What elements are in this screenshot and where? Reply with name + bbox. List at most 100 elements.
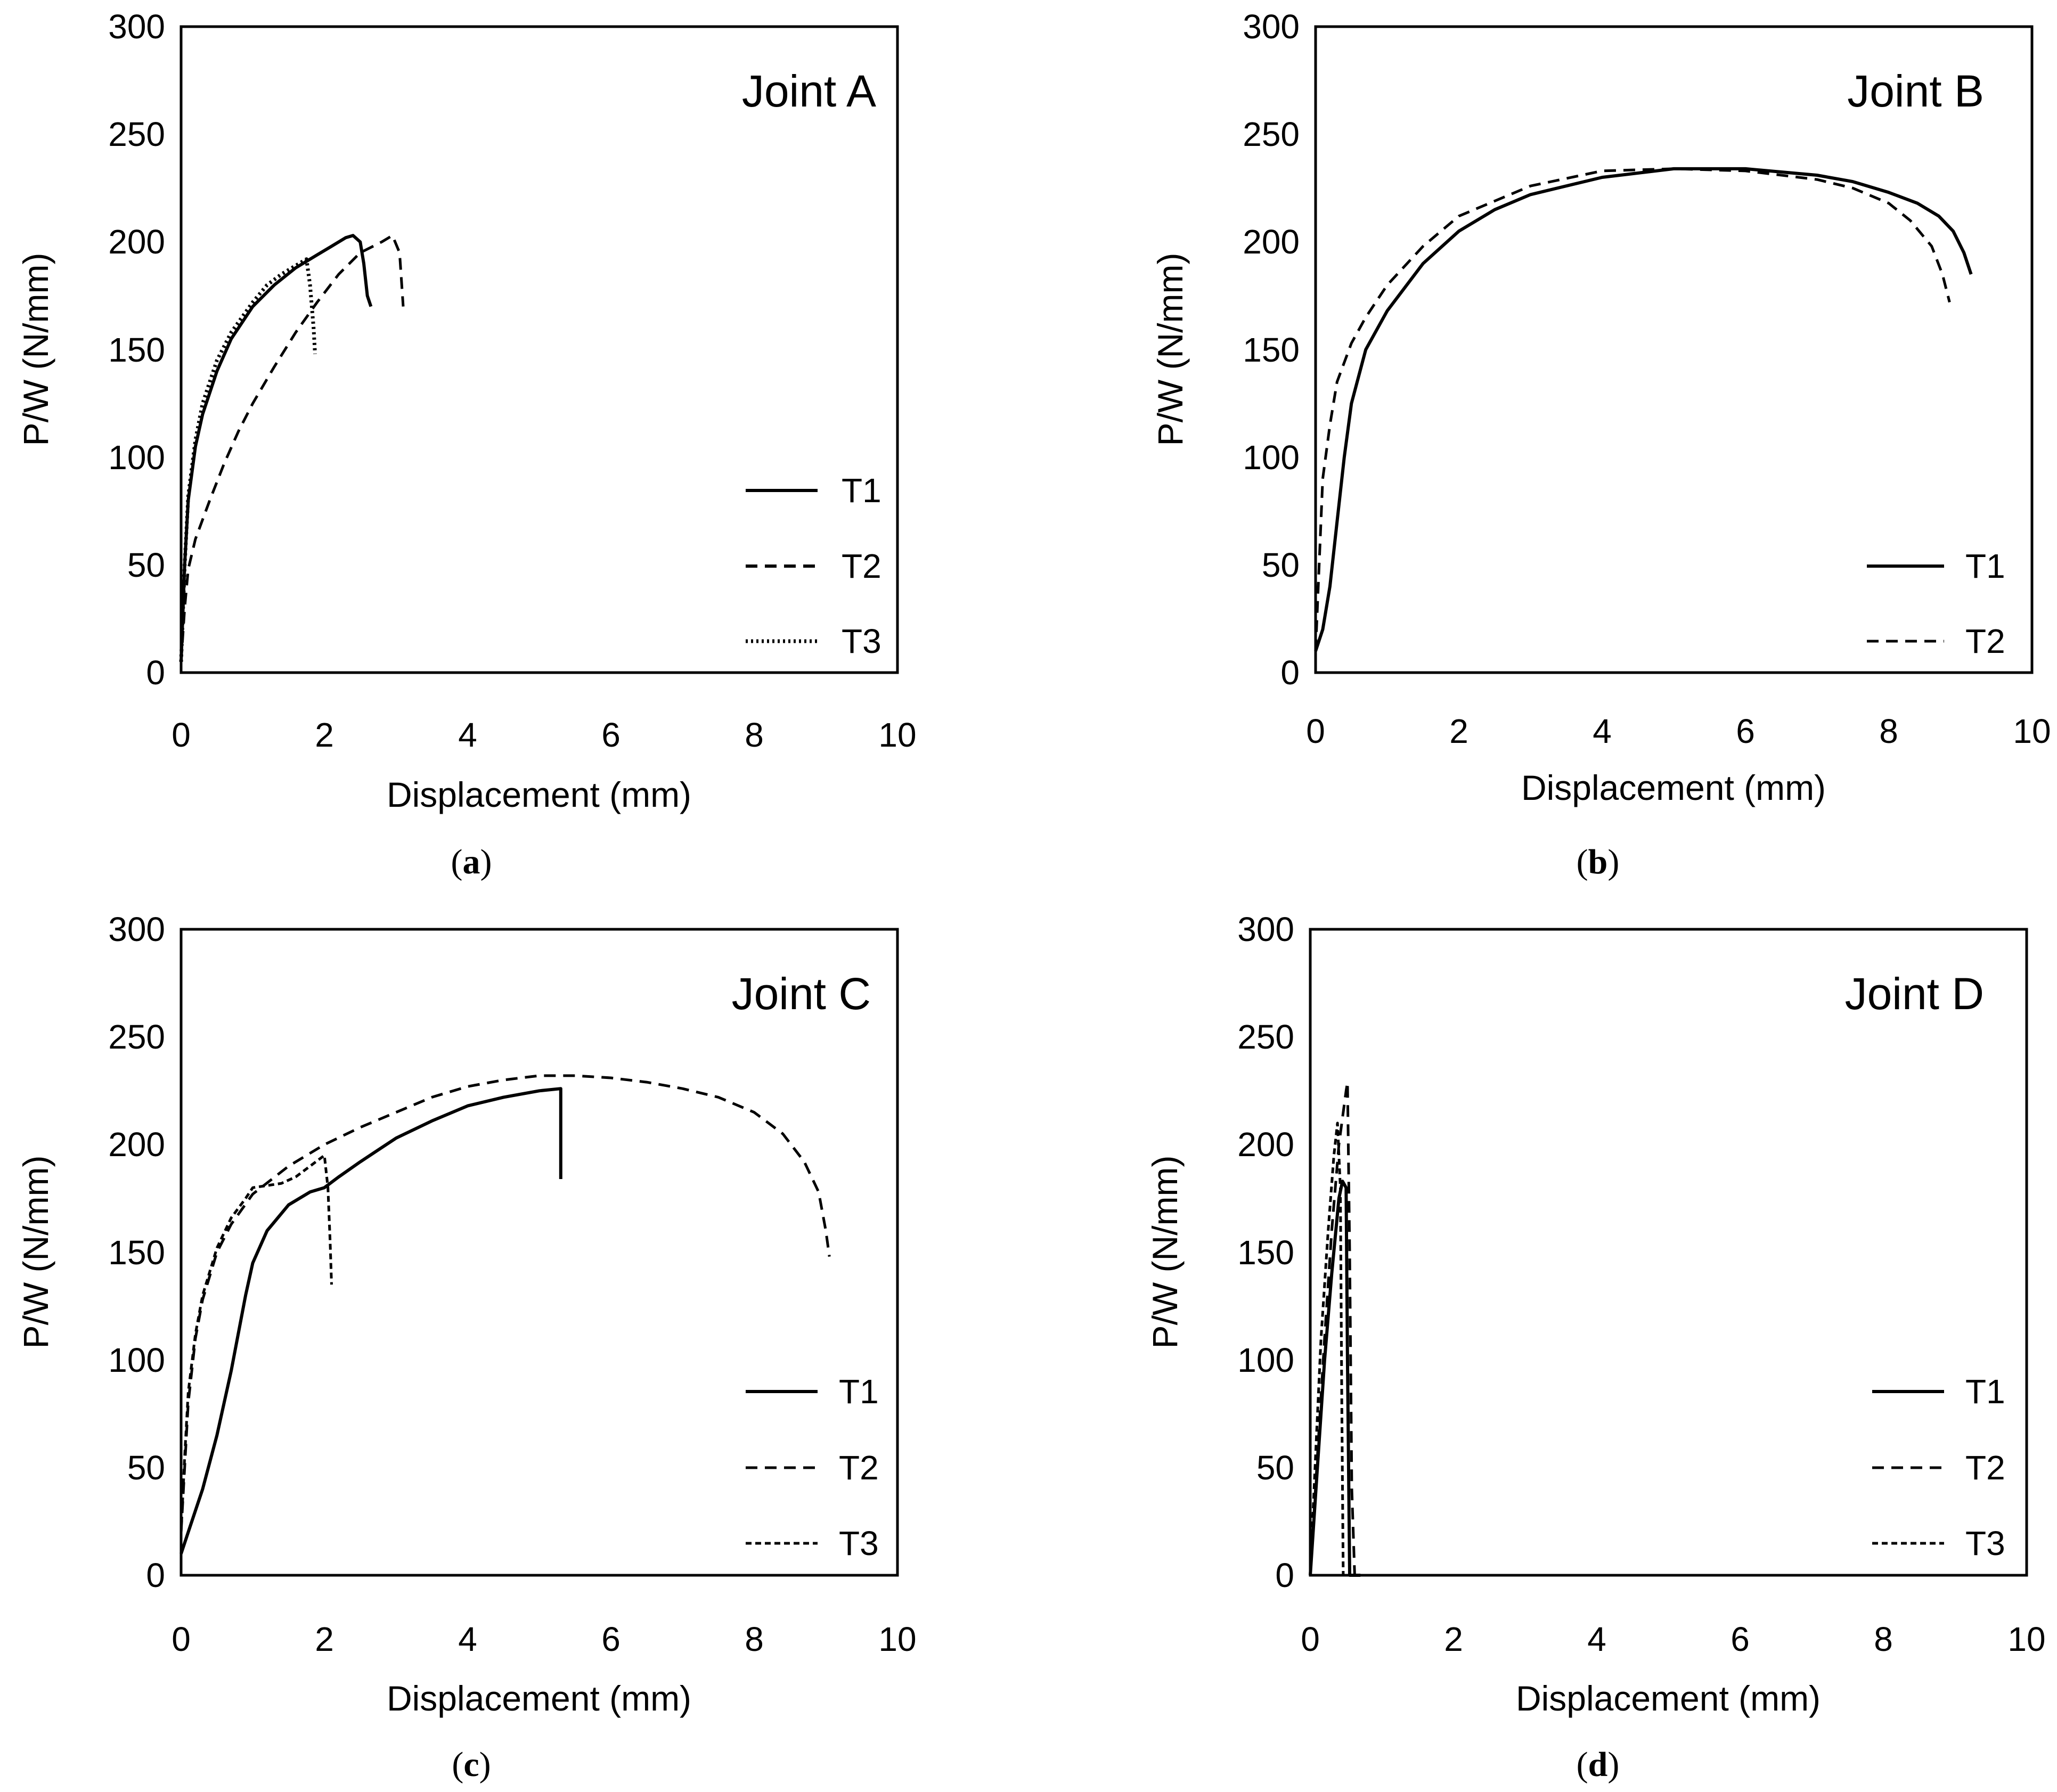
x-ticks: 0 2 4 6 8 10 — [172, 1620, 916, 1658]
legend-label-t2: T2 — [1965, 622, 2005, 660]
panel-caption: (a) — [451, 842, 492, 881]
y-tick-label: 100 — [108, 1341, 165, 1379]
plot-frame — [1309, 928, 2028, 1577]
x-tick-label: 2 — [315, 1620, 334, 1658]
x-tick-label: 10 — [878, 716, 916, 754]
y-tick-label: 200 — [108, 223, 165, 261]
x-tick-label: 0 — [172, 716, 191, 754]
legend-label-t2: T2 — [842, 547, 881, 585]
series-line-t3 — [1309, 1122, 1345, 1576]
legend-label-t1: T1 — [1965, 1372, 2005, 1411]
y-ticks: 0 50 100 150 200 250 300 — [1243, 7, 1300, 692]
legend-label-t1: T1 — [842, 471, 881, 510]
legend: T1 T2 T3 — [746, 471, 881, 660]
legend-label-t3: T3 — [1965, 1524, 2005, 1562]
y-tick-label: 150 — [1243, 331, 1300, 369]
series-line-t3 — [179, 1154, 333, 1533]
panel-title: Joint D — [1845, 969, 1984, 1019]
caption-letter: c — [463, 1745, 479, 1784]
caption-letter: a — [463, 842, 480, 881]
y-tick-label: 50 — [1256, 1449, 1294, 1487]
y-tick-label: 0 — [1280, 653, 1300, 692]
y-ticks: 0 50 100 150 200 250 300 — [108, 7, 165, 692]
y-axis-title: P/W (N/mm) — [16, 253, 55, 446]
x-tick-label: 6 — [601, 1620, 621, 1658]
legend-label-t3: T3 — [839, 1524, 879, 1562]
panel-c: Joint C Displacement (mm) P/W (N/mm) (c)… — [16, 910, 917, 1784]
panel-title: Joint B — [1847, 66, 1984, 116]
series-line-t2 — [1309, 1081, 1356, 1576]
legend-label-t2: T2 — [839, 1449, 879, 1487]
panel-d: Joint D Displacement (mm) P/W (N/mm) (d)… — [1145, 910, 2046, 1784]
y-tick-label: 200 — [108, 1125, 165, 1164]
y-tick-label: 300 — [1237, 910, 1294, 948]
y-tick-label: 300 — [108, 7, 165, 46]
y-tick-label: 300 — [1243, 7, 1300, 46]
x-tick-label: 2 — [315, 716, 334, 754]
panel-caption: (d) — [1577, 1745, 1620, 1784]
x-ticks: 0 2 4 6 8 10 — [172, 716, 916, 754]
panel-title: Joint C — [732, 969, 871, 1019]
series-line-t2 — [179, 1074, 831, 1533]
x-tick-label: 4 — [458, 1620, 477, 1658]
y-tick-label: 0 — [1275, 1556, 1294, 1594]
y-tick-label: 200 — [1243, 223, 1300, 261]
x-tick-label: 8 — [1879, 712, 1898, 750]
y-tick-label: 0 — [146, 1556, 165, 1594]
legend-label-t1: T1 — [839, 1372, 879, 1411]
legend: T1 T2 T3 — [1872, 1372, 2005, 1562]
series-line-t2 — [1314, 167, 1951, 651]
x-tick-label: 0 — [1306, 712, 1325, 750]
x-tick-label: 10 — [878, 1620, 916, 1658]
y-ticks: 0 50 100 150 200 250 300 — [1237, 910, 1294, 1594]
series-line-t1 — [179, 1087, 562, 1554]
y-tick-label: 250 — [108, 115, 165, 153]
series-group — [1314, 167, 1973, 652]
legend: T1 T2 — [1867, 547, 2005, 660]
panel-b: Joint B Displacement (mm) P/W (N/mm) (b)… — [1150, 7, 2051, 881]
panel-title: Joint A — [742, 66, 876, 116]
plot-frame — [179, 928, 899, 1577]
x-tick-label: 6 — [1736, 712, 1755, 750]
y-tick-label: 200 — [1237, 1125, 1294, 1164]
panel-caption: (c) — [452, 1745, 491, 1784]
legend-label-t2: T2 — [1965, 1449, 2005, 1487]
x-tick-label: 8 — [745, 1620, 764, 1658]
caption-letter: b — [1588, 842, 1608, 881]
y-ticks: 0 50 100 150 200 250 300 — [108, 910, 165, 1594]
y-tick-label: 150 — [108, 331, 165, 369]
x-tick-label: 0 — [172, 1620, 191, 1658]
y-tick-label: 100 — [1243, 438, 1300, 477]
x-tick-label: 10 — [2013, 712, 2051, 750]
panel-caption: (b) — [1577, 842, 1620, 881]
x-tick-label: 2 — [1449, 712, 1468, 750]
series-group — [179, 1074, 831, 1554]
series-line-t1 — [179, 234, 373, 662]
panel-a: Joint A Displacement (mm) P/W (N/mm) (a)… — [16, 7, 917, 881]
series-group — [179, 234, 405, 662]
legend: T1 T2 T3 — [746, 1372, 879, 1562]
y-tick-label: 50 — [1262, 546, 1300, 584]
y-tick-label: 250 — [108, 1018, 165, 1056]
plot-frame — [179, 25, 899, 674]
x-axis-title: Displacement (mm) — [387, 1679, 691, 1718]
x-tick-label: 4 — [458, 716, 477, 754]
caption-letter: d — [1588, 1745, 1608, 1784]
series-line-t3 — [179, 257, 317, 662]
y-tick-label: 150 — [1237, 1233, 1294, 1272]
x-axis-title: Displacement (mm) — [387, 775, 691, 814]
plot-frame — [1314, 25, 2034, 674]
y-tick-label: 50 — [127, 1449, 165, 1487]
series-line-t2 — [179, 234, 405, 662]
y-tick-label: 250 — [1237, 1018, 1294, 1056]
legend-label-t3: T3 — [842, 622, 881, 660]
x-axis-title: Displacement (mm) — [1521, 768, 1826, 807]
y-tick-label: 250 — [1243, 115, 1300, 153]
x-tick-label: 8 — [745, 716, 764, 754]
x-tick-label: 2 — [1444, 1620, 1463, 1658]
y-tick-label: 150 — [108, 1233, 165, 1272]
y-axis-title: P/W (N/mm) — [1145, 1156, 1185, 1349]
x-tick-label: 6 — [601, 716, 621, 754]
x-tick-label: 10 — [2007, 1620, 2045, 1658]
x-tick-label: 4 — [1593, 712, 1612, 750]
